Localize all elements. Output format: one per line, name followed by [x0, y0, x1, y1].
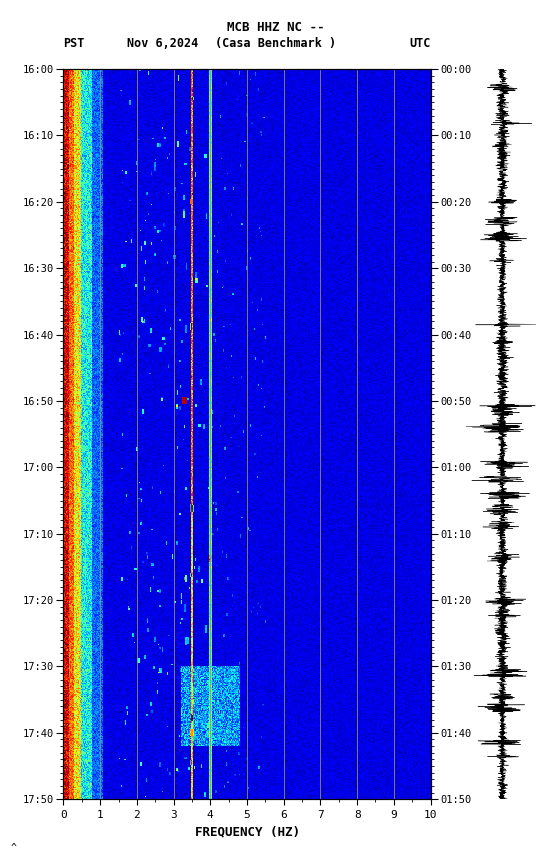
Text: PST: PST: [63, 36, 85, 50]
Text: UTC: UTC: [409, 36, 431, 50]
X-axis label: FREQUENCY (HZ): FREQUENCY (HZ): [194, 825, 300, 838]
Text: ^: ^: [11, 843, 17, 853]
Text: Nov 6,2024: Nov 6,2024: [127, 36, 198, 50]
Text: (Casa Benchmark ): (Casa Benchmark ): [215, 36, 337, 50]
Text: MCB HHZ NC --: MCB HHZ NC --: [227, 21, 325, 35]
